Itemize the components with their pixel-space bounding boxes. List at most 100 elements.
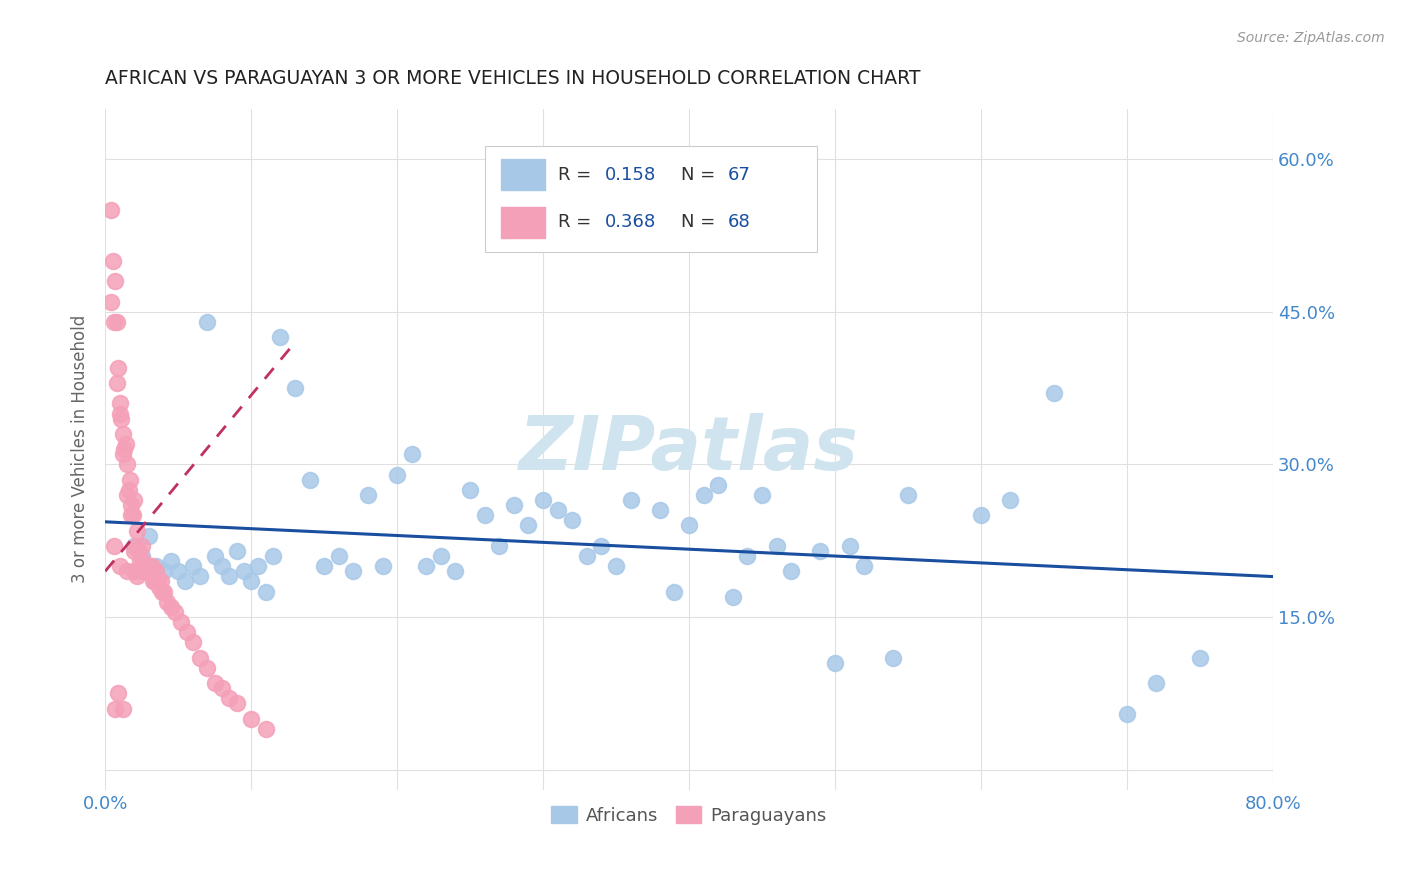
- Point: [134, 559, 156, 574]
- Point: [131, 549, 153, 563]
- Point: [125, 539, 148, 553]
- Point: [1188, 650, 1211, 665]
- Point: [152, 584, 174, 599]
- Point: [240, 574, 263, 589]
- Text: Source: ZipAtlas.com: Source: ZipAtlas.com: [1237, 31, 1385, 45]
- Point: [115, 488, 138, 502]
- Point: [575, 549, 598, 563]
- Point: [298, 473, 321, 487]
- Point: [145, 559, 167, 574]
- Point: [998, 493, 1021, 508]
- Point: [138, 559, 160, 574]
- Point: [444, 564, 467, 578]
- Point: [254, 584, 277, 599]
- Point: [127, 524, 149, 538]
- Text: R =: R =: [558, 213, 598, 231]
- Point: [114, 437, 136, 451]
- Point: [100, 203, 122, 218]
- Point: [342, 564, 364, 578]
- Point: [111, 427, 134, 442]
- Point: [115, 458, 138, 472]
- Point: [430, 549, 453, 563]
- Point: [314, 559, 336, 574]
- Point: [155, 595, 177, 609]
- Point: [488, 539, 510, 553]
- Point: [328, 549, 350, 563]
- Point: [103, 315, 125, 329]
- Y-axis label: 3 or more Vehicles in Household: 3 or more Vehicles in Household: [72, 315, 89, 583]
- Point: [474, 508, 496, 523]
- FancyBboxPatch shape: [501, 207, 546, 237]
- Point: [108, 559, 131, 574]
- Text: 68: 68: [727, 213, 751, 231]
- Point: [181, 559, 204, 574]
- Point: [128, 544, 150, 558]
- FancyBboxPatch shape: [501, 160, 546, 190]
- Point: [131, 564, 153, 578]
- Text: N =: N =: [681, 213, 721, 231]
- Point: [357, 488, 380, 502]
- Point: [121, 498, 143, 512]
- Point: [415, 559, 437, 574]
- Point: [112, 442, 135, 457]
- Point: [110, 411, 132, 425]
- Point: [721, 590, 744, 604]
- Text: AFRICAN VS PARAGUAYAN 3 OR MORE VEHICLES IN HOUSEHOLD CORRELATION CHART: AFRICAN VS PARAGUAYAN 3 OR MORE VEHICLES…: [105, 69, 921, 87]
- Point: [111, 701, 134, 715]
- Point: [104, 701, 127, 715]
- Point: [141, 559, 163, 574]
- Point: [232, 564, 254, 578]
- Point: [138, 564, 160, 578]
- Point: [211, 559, 233, 574]
- Text: ZIPatlas: ZIPatlas: [519, 413, 859, 486]
- Point: [139, 564, 162, 578]
- Point: [188, 650, 211, 665]
- Point: [105, 376, 128, 390]
- Point: [135, 559, 157, 574]
- Point: [824, 656, 846, 670]
- Point: [103, 539, 125, 553]
- Point: [648, 503, 671, 517]
- Point: [225, 697, 247, 711]
- Point: [107, 686, 129, 700]
- Point: [167, 564, 190, 578]
- Point: [204, 676, 226, 690]
- Point: [105, 315, 128, 329]
- Point: [970, 508, 993, 523]
- Point: [897, 488, 920, 502]
- Point: [124, 539, 146, 553]
- Point: [146, 574, 169, 589]
- Point: [149, 574, 172, 589]
- Point: [211, 681, 233, 696]
- Point: [152, 564, 174, 578]
- Point: [737, 549, 759, 563]
- Point: [195, 661, 218, 675]
- Point: [132, 554, 155, 568]
- Point: [107, 360, 129, 375]
- Point: [853, 559, 876, 574]
- Point: [115, 564, 138, 578]
- Point: [143, 574, 166, 589]
- Point: [678, 518, 700, 533]
- Point: [181, 635, 204, 649]
- Point: [458, 483, 481, 497]
- Point: [517, 518, 540, 533]
- Point: [124, 544, 146, 558]
- Point: [547, 503, 569, 517]
- Point: [1115, 706, 1137, 721]
- Point: [531, 493, 554, 508]
- Point: [218, 691, 240, 706]
- Point: [284, 381, 307, 395]
- Point: [780, 564, 803, 578]
- Point: [561, 513, 583, 527]
- Point: [591, 539, 613, 553]
- Point: [122, 508, 145, 523]
- Point: [240, 712, 263, 726]
- Text: 0.368: 0.368: [605, 213, 657, 231]
- Point: [707, 478, 730, 492]
- Point: [160, 599, 183, 614]
- FancyBboxPatch shape: [485, 146, 817, 252]
- Point: [620, 493, 643, 508]
- Point: [176, 625, 198, 640]
- Point: [605, 559, 627, 574]
